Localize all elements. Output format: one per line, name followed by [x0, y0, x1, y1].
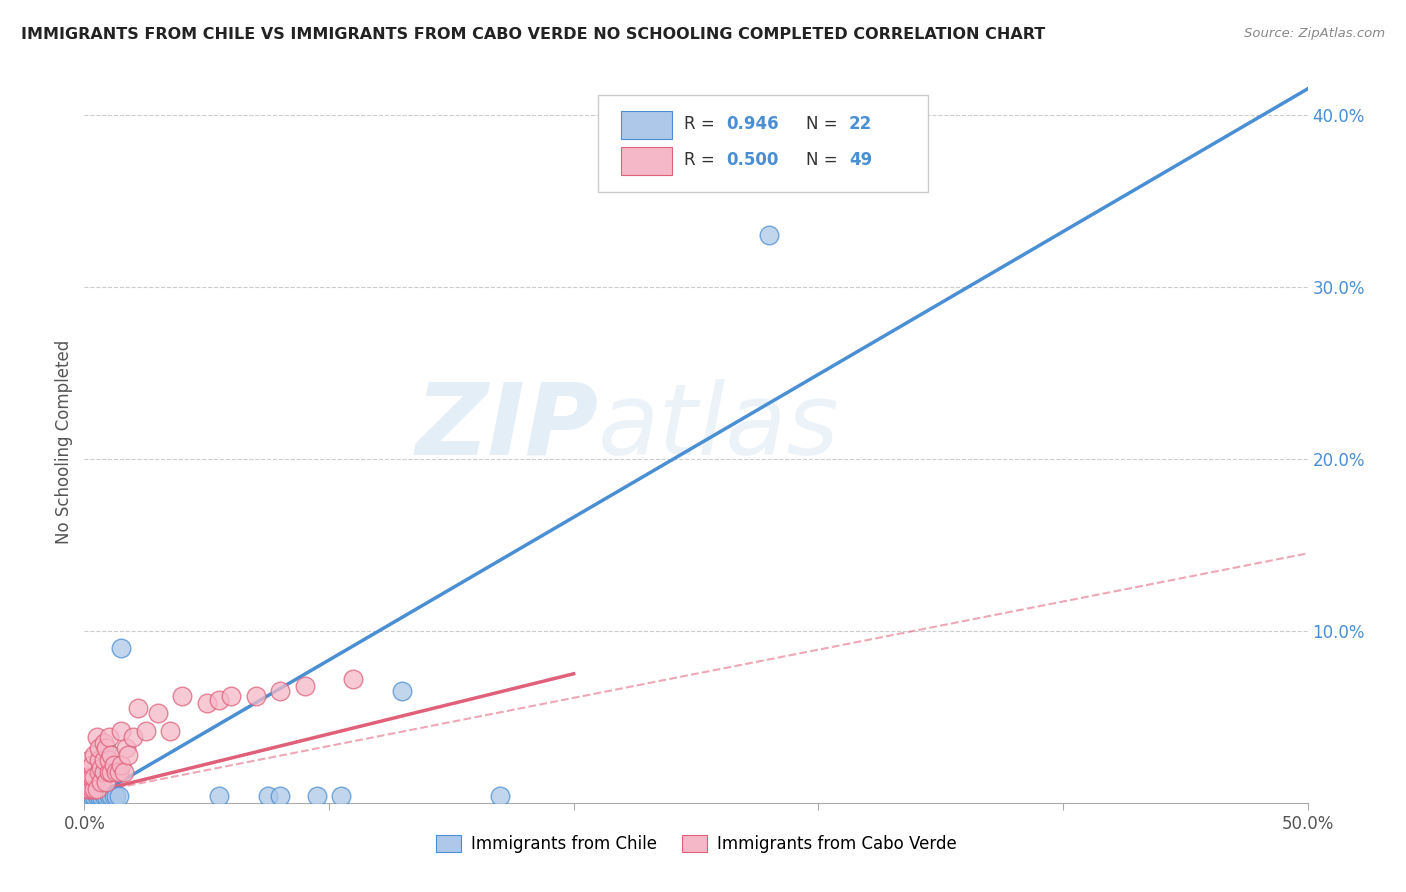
Point	[76, 770, 98, 784]
Point	[135, 723, 157, 738]
FancyBboxPatch shape	[621, 112, 672, 139]
Point	[97, 731, 120, 745]
Point	[90, 789, 112, 803]
Point	[122, 731, 145, 745]
Point	[93, 735, 115, 749]
Point	[100, 747, 122, 762]
Text: R =: R =	[683, 115, 720, 133]
Point	[103, 758, 125, 772]
Point	[100, 764, 122, 779]
Point	[105, 764, 128, 779]
Point	[105, 789, 128, 803]
Point	[96, 775, 118, 789]
Point	[97, 764, 120, 779]
FancyBboxPatch shape	[598, 95, 928, 193]
Point	[208, 692, 231, 706]
Point	[83, 747, 105, 762]
Text: 0.500: 0.500	[727, 151, 779, 169]
Point	[391, 684, 413, 698]
Text: 0.946: 0.946	[727, 115, 779, 133]
Y-axis label: No Schooling Completed: No Schooling Completed	[55, 340, 73, 543]
Point	[80, 758, 103, 772]
Point	[257, 789, 280, 803]
Point	[83, 770, 105, 784]
Point	[110, 758, 132, 772]
Text: Source: ZipAtlas.com: Source: ZipAtlas.com	[1244, 27, 1385, 40]
Point	[87, 753, 110, 767]
Text: IMMIGRANTS FROM CHILE VS IMMIGRANTS FROM CABO VERDE NO SCHOOLING COMPLETED CORRE: IMMIGRANTS FROM CHILE VS IMMIGRANTS FROM…	[21, 27, 1045, 42]
Point	[86, 731, 108, 745]
Point	[100, 789, 122, 803]
Point	[96, 789, 118, 803]
Point	[342, 672, 364, 686]
Point	[77, 782, 100, 797]
Point	[83, 782, 105, 797]
Point	[330, 789, 353, 803]
Point	[87, 740, 110, 755]
Point	[83, 789, 105, 803]
Text: N =: N =	[806, 151, 844, 169]
Point	[305, 789, 328, 803]
Point	[172, 689, 194, 703]
Point	[93, 789, 115, 803]
Point	[107, 764, 129, 779]
Text: R =: R =	[683, 151, 720, 169]
Point	[107, 789, 129, 803]
Point	[97, 789, 120, 803]
Point	[77, 753, 100, 767]
Point	[77, 770, 100, 784]
Point	[80, 782, 103, 797]
Point	[294, 679, 316, 693]
FancyBboxPatch shape	[621, 147, 672, 175]
Point	[86, 789, 108, 803]
Point	[115, 740, 138, 755]
Point	[127, 701, 149, 715]
Point	[103, 789, 125, 803]
Point	[110, 723, 132, 738]
Point	[93, 764, 115, 779]
Point	[93, 753, 115, 767]
Point	[269, 789, 291, 803]
Point	[269, 684, 291, 698]
Point	[146, 706, 169, 721]
Point	[110, 640, 132, 655]
Point	[87, 789, 110, 803]
Text: N =: N =	[806, 115, 844, 133]
Point	[87, 764, 110, 779]
Text: 49: 49	[849, 151, 872, 169]
Point	[758, 228, 780, 243]
Point	[195, 696, 218, 710]
Text: 22: 22	[849, 115, 872, 133]
Point	[77, 789, 100, 803]
Text: ZIP: ZIP	[415, 378, 598, 475]
Point	[219, 689, 242, 703]
Point	[80, 770, 103, 784]
Point	[80, 789, 103, 803]
Point	[76, 782, 98, 797]
Point	[96, 740, 118, 755]
Point	[90, 775, 112, 789]
Legend: Immigrants from Chile, Immigrants from Cabo Verde: Immigrants from Chile, Immigrants from C…	[429, 828, 963, 860]
Point	[489, 789, 512, 803]
Point	[159, 723, 181, 738]
Point	[86, 782, 108, 797]
Point	[245, 689, 267, 703]
Point	[90, 761, 112, 775]
Point	[97, 753, 120, 767]
Point	[117, 747, 139, 762]
Point	[112, 764, 135, 779]
Text: atlas: atlas	[598, 378, 839, 475]
Point	[208, 789, 231, 803]
